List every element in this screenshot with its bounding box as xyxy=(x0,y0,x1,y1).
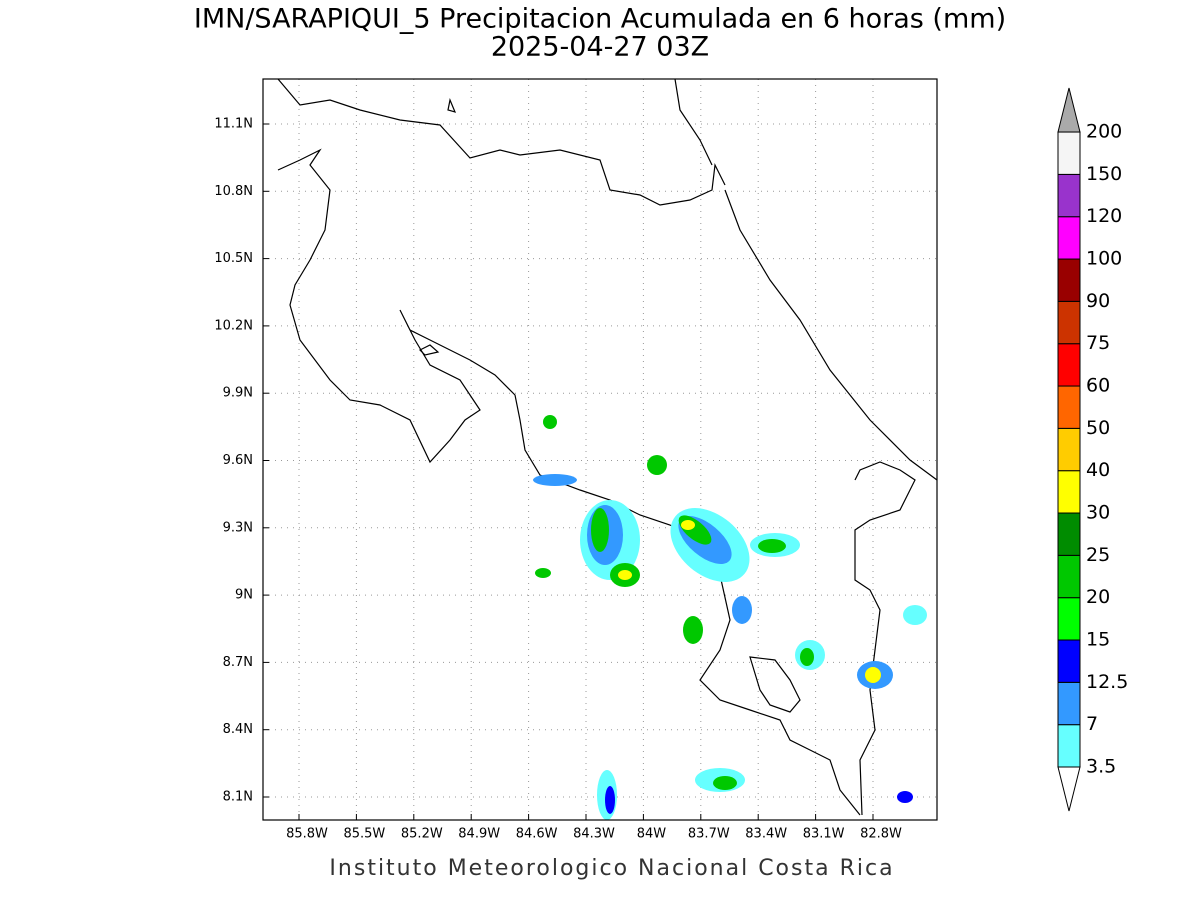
precipitation xyxy=(533,415,927,820)
precip-area xyxy=(683,616,703,644)
lon-label: 85.2W xyxy=(401,827,443,842)
colorbar-bin xyxy=(1057,470,1081,514)
colorbar-label: 40 xyxy=(1086,459,1110,481)
colorbar-label: 20 xyxy=(1086,586,1110,608)
subtitle: 2025-04-27 03Z xyxy=(491,32,709,63)
colorbar-bin xyxy=(1057,639,1081,683)
precip-area xyxy=(865,667,881,683)
precip-area xyxy=(713,776,737,790)
precip-area xyxy=(758,539,786,553)
lon-label: 85.8W xyxy=(286,827,328,842)
lon-label: 84.6W xyxy=(516,827,558,842)
precip-area xyxy=(647,455,667,475)
precip-area xyxy=(605,786,615,814)
lon-label: 83.4W xyxy=(745,827,787,842)
colorbar-bin xyxy=(1057,597,1081,641)
osa-peninsula xyxy=(749,656,801,713)
colorbar-label: 50 xyxy=(1086,417,1110,439)
colorbar-bin xyxy=(1057,131,1081,175)
island xyxy=(418,344,440,356)
lat-label: 9.3N xyxy=(223,520,253,535)
nicaragua-border xyxy=(674,78,713,166)
colorbar-label: 25 xyxy=(1086,544,1110,566)
lon-label: 85.5W xyxy=(343,827,385,842)
title: IMN/SARAPIQUI_5 Precipitacion Acumulada … xyxy=(194,4,1006,35)
colorbar-bin xyxy=(1057,216,1081,260)
lat-label: 10.8N xyxy=(214,184,253,199)
precip-area xyxy=(543,415,557,429)
lat-label: 10.5N xyxy=(214,251,253,266)
precip-area xyxy=(800,648,814,666)
north-coast xyxy=(277,78,726,206)
precip-area xyxy=(535,568,551,578)
colorbar-label: 15 xyxy=(1086,629,1110,651)
colorbar-label: 75 xyxy=(1086,332,1110,354)
lat-label: 8.1N xyxy=(223,790,253,805)
colorbar-label: 90 xyxy=(1086,290,1110,312)
lat-label: 10.2N xyxy=(214,318,253,333)
colorbar-label: 3.5 xyxy=(1086,756,1116,778)
colorbar-bin xyxy=(1057,343,1081,387)
colorbar-bin xyxy=(1057,258,1081,302)
colorbar-bin xyxy=(1057,300,1081,345)
lat-label: 9N xyxy=(235,588,253,603)
lon-label: 83.7W xyxy=(688,827,730,842)
lon-label: 83.1W xyxy=(803,827,845,842)
colorbar-under xyxy=(1057,766,1081,812)
lon-label: 84W xyxy=(637,827,667,842)
colorbar-bin xyxy=(1057,427,1081,472)
precip-area xyxy=(897,791,913,803)
footer: Instituto Meteorologico Nacional Costa R… xyxy=(329,856,894,881)
precip-area xyxy=(533,474,577,486)
caribbean-coast xyxy=(724,189,938,481)
colorbar-label: 12.5 xyxy=(1086,671,1128,693)
colorbar: 3.5 7 12.5 15 20 25 30 40 50 60 75 90 100 120 150 200 xyxy=(1057,87,1128,812)
map-frame xyxy=(262,78,938,821)
precip-area xyxy=(732,596,752,624)
lon-label: 84.3W xyxy=(573,827,615,842)
colorbar-label: 30 xyxy=(1086,502,1110,524)
panama-border xyxy=(854,461,916,816)
colorbar-bin xyxy=(1057,554,1081,599)
colorbar-bin xyxy=(1057,173,1081,218)
colorbar-label: 200 xyxy=(1086,121,1122,143)
colorbar-bin xyxy=(1057,385,1081,429)
lon-label: 84.9W xyxy=(458,827,500,842)
lat-label: 9.6N xyxy=(223,453,253,468)
colorbar-label: 60 xyxy=(1086,375,1110,397)
precip-area xyxy=(591,508,609,552)
lon-label: 82.8W xyxy=(860,827,902,842)
island xyxy=(447,97,457,113)
colorbar-bin xyxy=(1057,681,1081,726)
colorbar-bin xyxy=(1057,512,1081,556)
precip-area xyxy=(903,605,927,625)
pacific-coast xyxy=(277,148,861,816)
lat-label: 11.1N xyxy=(214,117,253,132)
colorbar-label: 7 xyxy=(1086,713,1098,735)
coastline xyxy=(277,78,938,816)
lat-label: 8.4N xyxy=(223,722,253,737)
colorbar-bin xyxy=(1057,724,1081,768)
precip-area xyxy=(618,570,632,580)
colorbar-label: 100 xyxy=(1086,248,1122,270)
lat-label: 8.7N xyxy=(223,655,253,670)
colorbar-over xyxy=(1057,87,1081,133)
lat-label: 9.9N xyxy=(223,386,253,401)
colorbar-label: 150 xyxy=(1086,163,1122,185)
colorbar-label: 120 xyxy=(1086,205,1122,227)
precip-area xyxy=(681,520,695,530)
